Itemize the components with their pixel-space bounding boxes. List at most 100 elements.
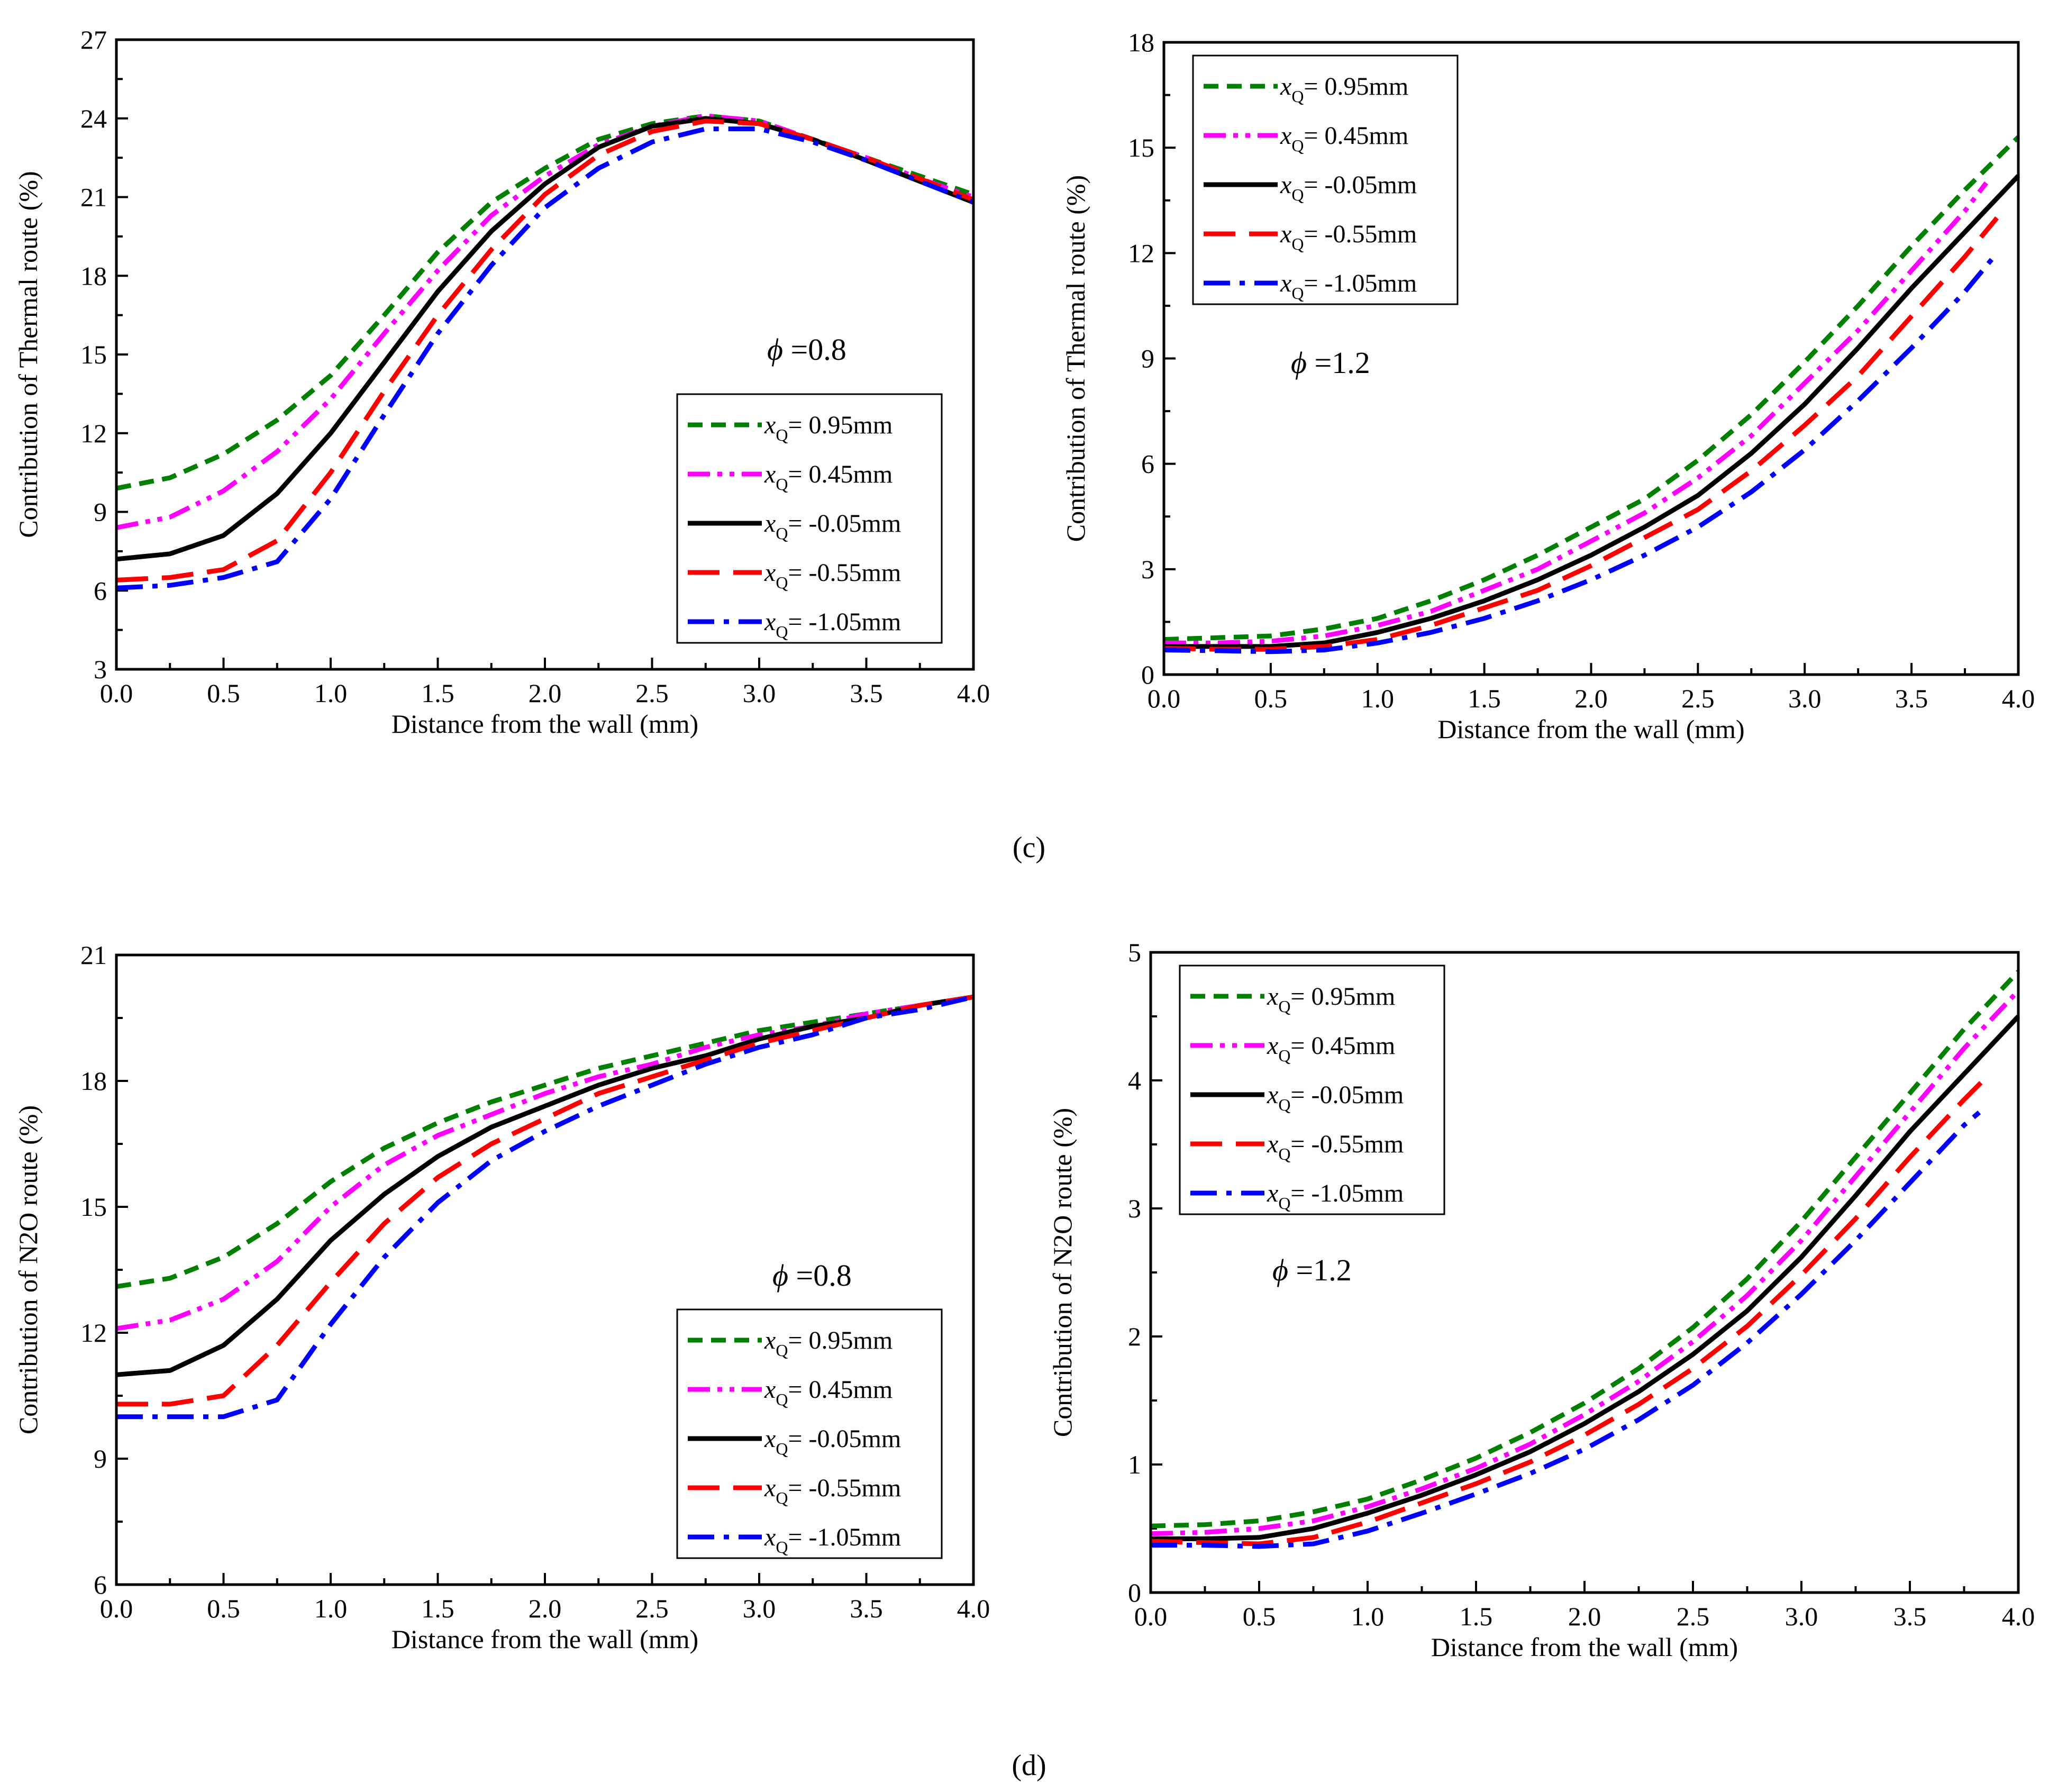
legend-value: = -1.05mm bbox=[1290, 1179, 1404, 1207]
x-tick-label: 1.0 bbox=[314, 1594, 348, 1623]
x-tick-label: 3.0 bbox=[743, 678, 776, 708]
chart-panel-3: 0.0 0.5 1.0 1.5 2.0 2.5 3.0 3.5 4.0 0 1 2 3 4 5 Distanc… bbox=[1048, 938, 2035, 1662]
series-line-1 bbox=[1164, 181, 1988, 645]
y-tick-label: 18 bbox=[80, 261, 107, 290]
legend-subscript: Q bbox=[1291, 87, 1304, 106]
x-tick-label: 0.5 bbox=[1243, 1602, 1276, 1631]
legend-value: = -0.55mm bbox=[788, 1474, 901, 1502]
y-tick-label: 21 bbox=[80, 183, 107, 212]
legend-label-3: xQ= -0.55mm bbox=[1267, 1130, 1404, 1163]
x-tick-label: 0.5 bbox=[207, 678, 240, 708]
legend-var: x bbox=[764, 608, 776, 636]
y-tick-label: 15 bbox=[80, 1192, 107, 1222]
x-tick-label: 0.5 bbox=[1254, 684, 1288, 713]
legend-label-4: xQ= -1.05mm bbox=[764, 1523, 901, 1557]
y-axis-label: Contribution of Thermal route (%) bbox=[13, 171, 43, 538]
legend-label-4: xQ= -1.05mm bbox=[1267, 1179, 1404, 1213]
legend-var: x bbox=[764, 460, 776, 488]
x-tick-label: 2.0 bbox=[1574, 684, 1608, 713]
phi-symbol: ϕ bbox=[1272, 1253, 1296, 1287]
legend-subscript: Q bbox=[1278, 1144, 1290, 1163]
legend-label-3: xQ= -0.55mm bbox=[1280, 220, 1417, 253]
x-tick-label: 3.5 bbox=[850, 678, 883, 708]
y-tick-label: 2 bbox=[1128, 1322, 1141, 1351]
x-tick-label: 1.5 bbox=[421, 1594, 454, 1623]
x-tick-label: 2.0 bbox=[1568, 1602, 1601, 1631]
x-tick-label: 4.0 bbox=[957, 678, 990, 708]
legend-subscript: Q bbox=[1278, 1194, 1290, 1213]
x-tick-label: 3.0 bbox=[1785, 1602, 1818, 1631]
y-tick-label: 3 bbox=[1141, 554, 1154, 584]
legend-var: x bbox=[1280, 122, 1291, 150]
series-line-3 bbox=[1163, 216, 1999, 652]
series-line-3 bbox=[1150, 1076, 1988, 1547]
x-tick-label: 2.0 bbox=[529, 1594, 562, 1623]
y-tick-label: 21 bbox=[80, 940, 107, 970]
x-axis-label: Distance from the wall (mm) bbox=[1437, 714, 1744, 744]
legend-var: x bbox=[1280, 72, 1291, 101]
x-tick-label: 3.5 bbox=[1895, 684, 1928, 713]
x-tick-label: 3.0 bbox=[1788, 684, 1822, 713]
legend-var: x bbox=[764, 1376, 776, 1404]
legend-label-0: xQ= 0.95mm bbox=[764, 1326, 893, 1360]
x-tick-label: 1.0 bbox=[1351, 1602, 1385, 1631]
legend-value: = 0.45mm bbox=[1304, 122, 1408, 150]
legend-label-0: xQ= 0.95mm bbox=[1280, 72, 1408, 106]
x-tick-label: 4.0 bbox=[957, 1594, 990, 1623]
x-tick-label: 2.5 bbox=[1677, 1602, 1710, 1631]
panel-label-d: (d) bbox=[1012, 1749, 1046, 1782]
legend-subscript: Q bbox=[1278, 1095, 1290, 1114]
y-tick-label: 24 bbox=[80, 104, 107, 133]
legend-value: = -0.05mm bbox=[1304, 171, 1417, 199]
legend-value: = -1.05mm bbox=[788, 608, 901, 636]
legend-label-3: xQ= -0.55mm bbox=[764, 1474, 901, 1507]
y-tick-label: 9 bbox=[1141, 344, 1154, 374]
series-line-2 bbox=[116, 994, 974, 1377]
y-axis-label: Contribution of N2O route (%) bbox=[13, 1105, 43, 1434]
legend-label-1: xQ= 0.45mm bbox=[1280, 122, 1408, 155]
phi-value: =0.8 bbox=[796, 1258, 852, 1293]
legend-label-3: xQ= -0.55mm bbox=[764, 559, 901, 592]
y-tick-label: 4 bbox=[1128, 1066, 1141, 1095]
y-tick-label: 6 bbox=[94, 576, 107, 605]
legend-var: x bbox=[1280, 269, 1291, 297]
legend-subscript: Q bbox=[1278, 1046, 1290, 1065]
x-tick-label: 0.0 bbox=[1148, 684, 1181, 713]
series-line-2 bbox=[1164, 174, 2020, 649]
x-tick-label: 1.5 bbox=[1468, 684, 1501, 713]
x-tick-label: 1.5 bbox=[1460, 1602, 1493, 1631]
plot-frame bbox=[115, 38, 975, 671]
legend-var: x bbox=[764, 411, 776, 439]
x-axis-label: Distance from the wall (mm) bbox=[391, 1624, 698, 1654]
series-line-4 bbox=[1151, 1111, 1981, 1549]
y-tick-label: 27 bbox=[80, 25, 107, 54]
legend-label-0: xQ= 0.95mm bbox=[1267, 983, 1395, 1016]
series-line-4 bbox=[116, 994, 975, 1420]
legend-subscript: Q bbox=[776, 622, 788, 641]
legend-value: = -0.05mm bbox=[788, 1425, 901, 1453]
y-tick-label: 5 bbox=[1128, 938, 1141, 967]
legend-var: x bbox=[764, 1425, 776, 1453]
legend-subscript: Q bbox=[776, 524, 788, 543]
legend-subscript: Q bbox=[776, 1488, 788, 1507]
legend-value: = 0.95mm bbox=[788, 1326, 893, 1354]
legend-var: x bbox=[1267, 983, 1278, 1011]
plot-frame bbox=[1162, 41, 2020, 676]
x-tick-label: 2.0 bbox=[529, 678, 562, 708]
phi-annotation: ϕ =1.2 bbox=[1291, 345, 1370, 380]
y-tick-label: 6 bbox=[1141, 449, 1154, 479]
legend-value: = 0.45mm bbox=[788, 460, 893, 488]
y-tick-label: 1 bbox=[1128, 1450, 1141, 1479]
legend-value: = -0.05mm bbox=[1290, 1081, 1404, 1109]
plot-frame bbox=[1149, 951, 2020, 1594]
legend-var: x bbox=[764, 1326, 776, 1354]
x-axis-label: Distance from the wall (mm) bbox=[391, 709, 698, 739]
phi-value: =0.8 bbox=[791, 332, 846, 367]
x-tick-label: 4.0 bbox=[2002, 684, 2035, 713]
chart-panel-2: 0.0 0.5 1.0 1.5 2.0 2.5 3.0 3.5 4.0 6 9 12 15 18 21 Dis… bbox=[13, 940, 990, 1654]
series-line-3 bbox=[116, 994, 974, 1407]
